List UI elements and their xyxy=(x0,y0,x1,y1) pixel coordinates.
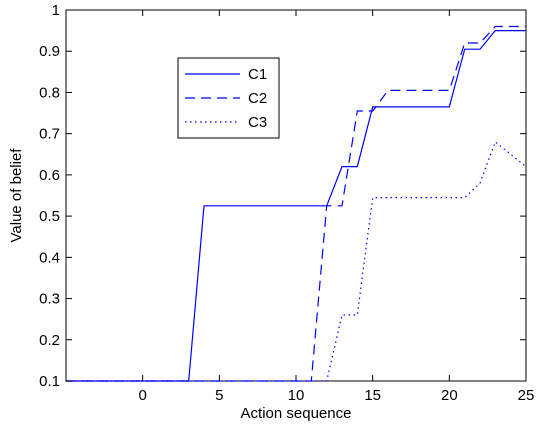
x-tick-label: 20 xyxy=(441,387,458,404)
series-line-c3 xyxy=(66,140,527,382)
series-layer xyxy=(66,25,527,382)
y-tick-label: 0.9 xyxy=(39,43,60,60)
x-tick-label: 25 xyxy=(518,387,535,404)
legend-label-c3: C3 xyxy=(248,114,267,131)
x-tick-label: 5 xyxy=(215,387,223,404)
y-tick-label: 0.6 xyxy=(39,167,60,184)
series-line-c1 xyxy=(66,30,526,382)
legend-label-c2: C2 xyxy=(248,90,267,107)
x-tick-label: 0 xyxy=(138,387,146,404)
y-tick-label: 0.3 xyxy=(39,291,60,308)
y-tick-label: 0.8 xyxy=(39,84,60,101)
plot-area: 0 5 10 15 20 25 0.1 0.2 0.3 0.4 0.5 0.6 0.7 0.8 0.9 1 xyxy=(39,2,534,404)
y-tick-label: 1 xyxy=(52,2,60,19)
y-tick-label: 0.5 xyxy=(39,208,60,225)
legend: C1 C2 C3 xyxy=(177,57,280,139)
series-line-c2 xyxy=(66,25,526,382)
x-axis-title: Action sequence xyxy=(241,405,352,422)
y-tick-label: 0.1 xyxy=(39,373,60,390)
y-tick-label: 0.7 xyxy=(39,126,60,143)
ticks-layer: 0 5 10 15 20 25 0.1 0.2 0.3 0.4 0.5 0.6 0.7 0.8 0.9 1 xyxy=(39,2,534,404)
y-axis-title: Value of belief xyxy=(8,148,25,243)
y-tick-label: 0.4 xyxy=(39,249,60,266)
y-tick-label: 0.2 xyxy=(39,332,60,349)
legend-label-c1: C1 xyxy=(248,66,267,83)
x-tick-label: 10 xyxy=(288,387,305,404)
x-tick-label: 15 xyxy=(364,387,381,404)
